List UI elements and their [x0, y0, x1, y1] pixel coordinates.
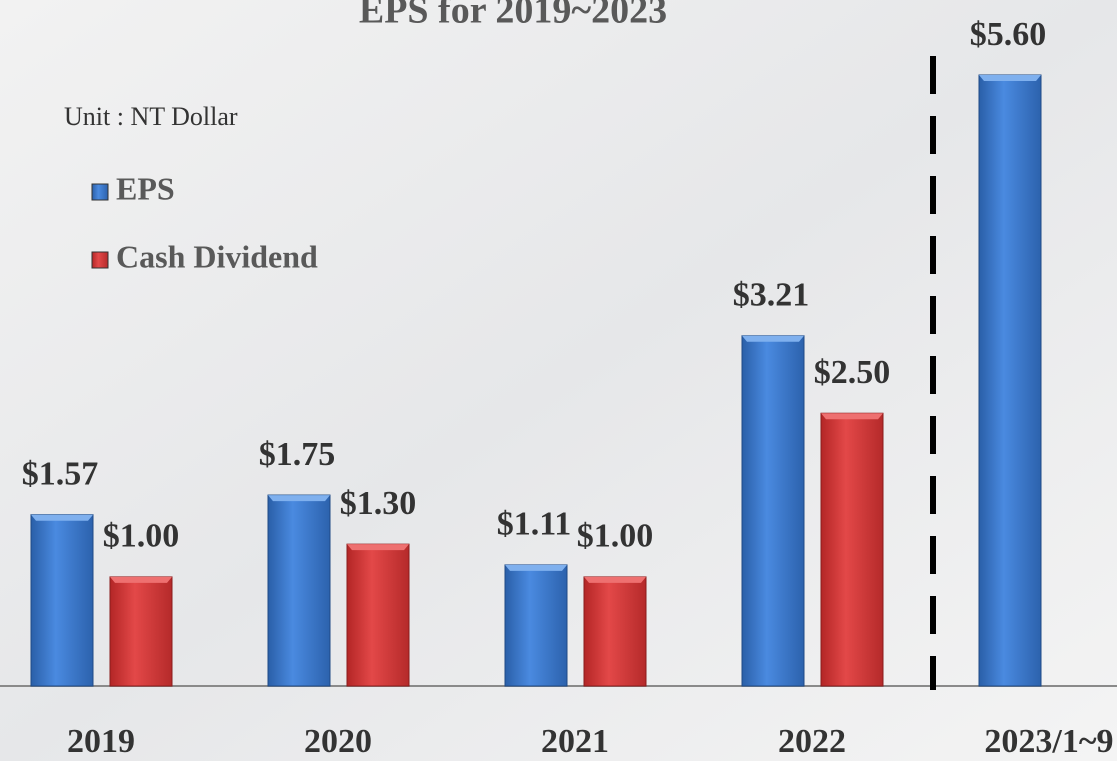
bar — [741, 335, 805, 687]
data-label: $1.00 — [103, 518, 180, 555]
chart-title: EPS for 2019~2023 — [359, 0, 667, 32]
data-label: $3.21 — [733, 277, 810, 314]
bar — [267, 494, 331, 687]
data-label: $1.57 — [22, 455, 99, 492]
bar-cap — [821, 413, 883, 420]
bar-cap — [268, 495, 330, 502]
legend-swatch — [91, 251, 109, 269]
data-label: $5.60 — [970, 16, 1047, 53]
bar — [30, 514, 94, 687]
data-label: $1.30 — [340, 485, 417, 522]
bar — [346, 543, 410, 687]
bar — [504, 564, 568, 687]
bar — [978, 74, 1042, 687]
bar — [109, 576, 173, 687]
bar-cap — [584, 576, 646, 583]
bar-cap — [979, 75, 1041, 81]
x-tick-label: 2022 — [778, 723, 846, 760]
x-tick-label: 2023/1~9 — [984, 723, 1113, 760]
legend-swatch — [91, 183, 109, 201]
bar-cap — [347, 544, 409, 551]
data-label: $1.11 — [497, 506, 572, 543]
x-tick-label: 2021 — [541, 723, 609, 760]
data-label: $1.00 — [577, 518, 654, 555]
bar — [820, 412, 884, 687]
legend-label: Cash Dividend — [116, 238, 318, 274]
bar-cap — [505, 564, 567, 571]
bar — [583, 576, 647, 687]
legend-label: EPS — [116, 170, 175, 206]
bar-cap — [742, 335, 804, 342]
data-label: $1.75 — [259, 436, 336, 473]
bar-cap — [110, 576, 172, 583]
x-tick-label: 2019 — [67, 723, 135, 760]
data-label: $2.50 — [814, 354, 891, 391]
bar-cap — [31, 514, 93, 521]
x-tick-label: 2020 — [304, 723, 372, 760]
subtitle: Unit : NT Dollar — [64, 102, 238, 131]
